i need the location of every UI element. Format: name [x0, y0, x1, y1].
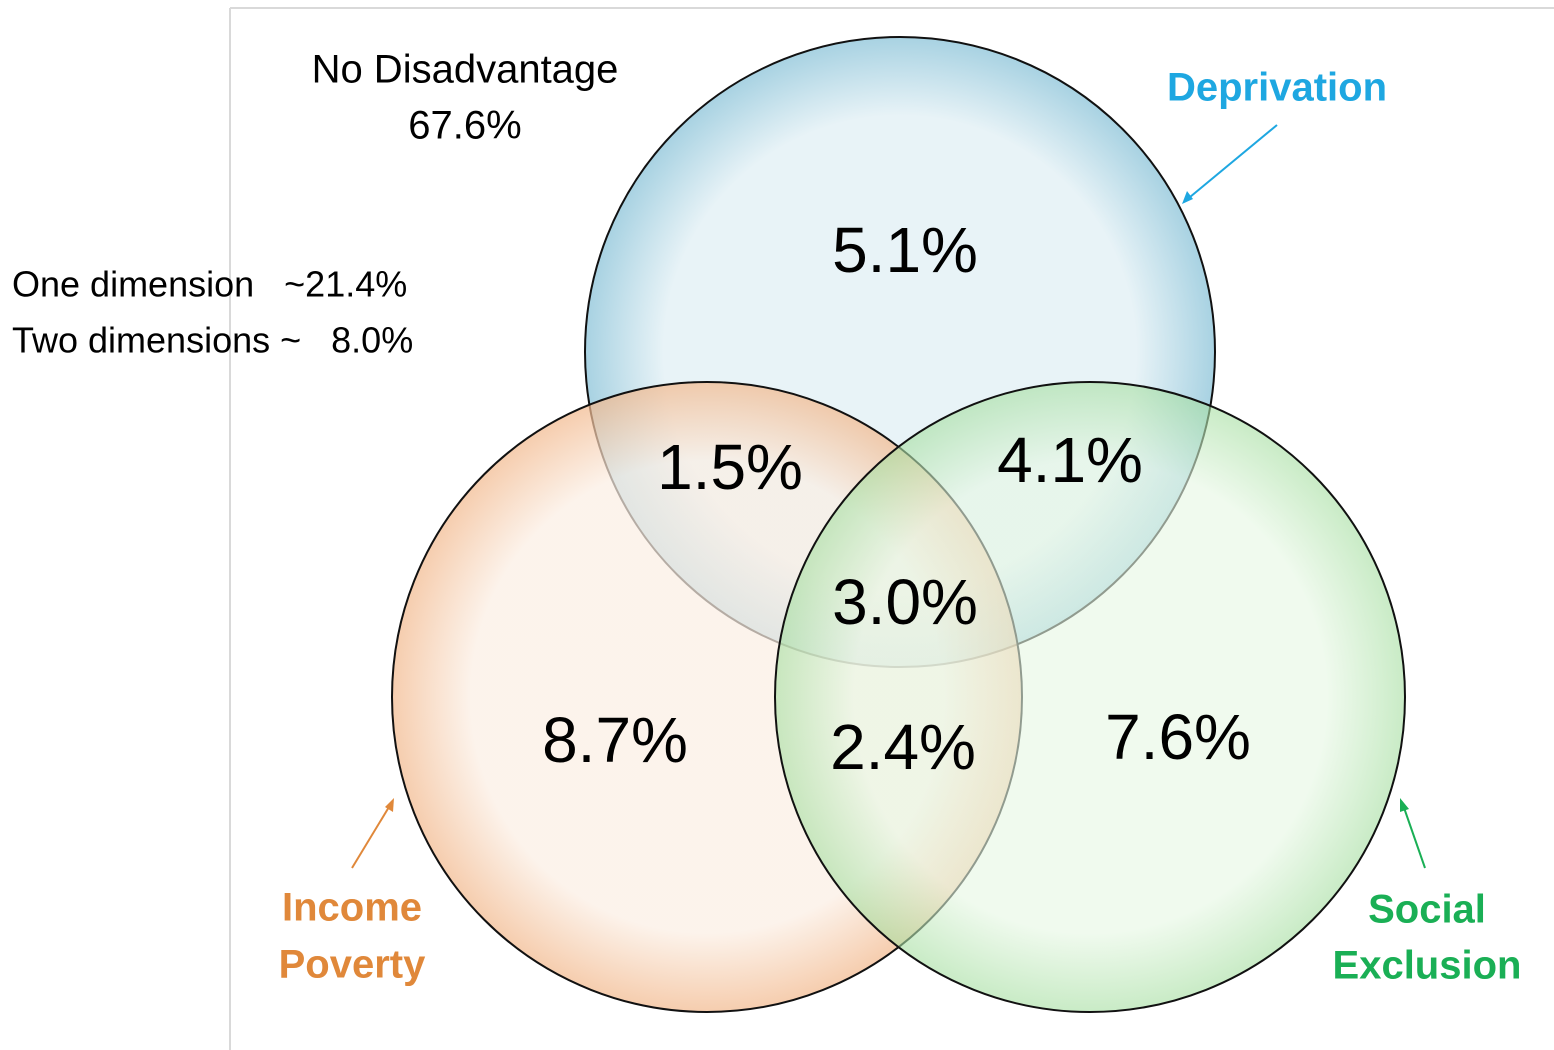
- set-label: Poverty: [279, 943, 426, 987]
- arrow-head: [1400, 798, 1409, 812]
- arrow: [1183, 124, 1278, 203]
- arrow-head: [1182, 191, 1193, 204]
- region-value: 1.5%: [657, 431, 803, 503]
- set-label: Income: [282, 886, 422, 930]
- arrow: [351, 801, 393, 869]
- social-circle: [774, 381, 1406, 1013]
- region-value: 4.1%: [997, 424, 1143, 496]
- no-disadvantage-value: 67.6%: [408, 104, 521, 148]
- region-value: 5.1%: [832, 214, 978, 286]
- no-disadvantage-label: No Disadvantage: [312, 48, 619, 92]
- arrow-head: [385, 798, 394, 812]
- arrows: [351, 124, 1426, 869]
- region-value: 8.7%: [542, 704, 688, 776]
- set-label: Exclusion: [1333, 944, 1522, 988]
- arrow: [1401, 801, 1426, 869]
- summary-line: One dimension ~21.4%: [12, 264, 407, 305]
- set-label: Deprivation: [1167, 66, 1387, 110]
- summary-line: Two dimensions ~ 8.0%: [12, 320, 413, 361]
- region-value: 3.0%: [832, 566, 978, 638]
- region-value: 7.6%: [1105, 701, 1251, 773]
- region-value: 2.4%: [830, 711, 976, 783]
- set-label: Social: [1368, 888, 1486, 932]
